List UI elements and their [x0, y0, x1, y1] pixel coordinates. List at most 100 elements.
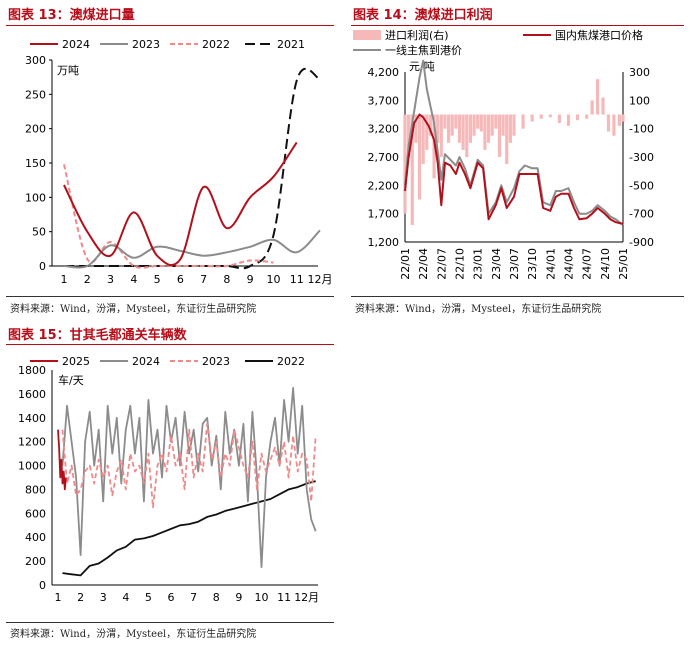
chart14-profit-bar — [472, 114, 476, 136]
chart13-x-tick-3: 3 — [107, 273, 114, 286]
chart14-legend-label-domestic: 国内焦煤港口价格 — [555, 28, 643, 42]
chart14-profit-bar — [450, 114, 454, 136]
chart14-profit-bar — [443, 114, 447, 129]
chart14-left-tick-1200: 1,200 — [368, 236, 400, 249]
chart13-series-2021 — [63, 67, 321, 270]
panel-chart14: 图表 14：澳煤进口利润 进口利润(右) 国内焦煤港口价格一线主焦到港价 1,200… — [345, 0, 690, 318]
chart14-profit-bar — [428, 114, 433, 136]
chart15-x-tick-12: 12月 — [294, 591, 319, 604]
chart14-series-国内焦煤港口价格 — [404, 113, 624, 225]
chart15-y-tick-400: 400 — [25, 531, 46, 544]
chart15-x-tick-9: 9 — [235, 591, 242, 604]
chart13-series-2024 — [63, 141, 298, 267]
chart14-profit-bar — [461, 114, 465, 150]
chart14-profit-bar — [476, 114, 480, 129]
chart14-right-tick--500: -500 — [629, 179, 654, 192]
chart13-series-2022 — [63, 164, 274, 269]
chart14-profit-bar — [617, 114, 621, 126]
chart15-series-2022 — [62, 480, 316, 577]
chart13-y-tick-150: 150 — [25, 157, 46, 170]
chart14-x-tick-8: 24/01 — [544, 248, 557, 280]
chart15-x-tick-2: 2 — [77, 591, 84, 604]
chart14-right-tick--300: -300 — [629, 151, 654, 164]
chart14-profit-bar — [612, 114, 616, 136]
chart14-left-tick-3700: 3,700 — [368, 94, 400, 107]
chart14-profit-bar — [439, 114, 443, 157]
chart14-profit-bar — [606, 114, 611, 132]
chart14-profit-bar — [468, 114, 472, 143]
chart14-x-tick-7: 23/10 — [526, 248, 539, 280]
chart14-profit-bar — [417, 114, 422, 200]
chart14-title: 图表 14：澳煤进口利润 — [353, 8, 493, 23]
chart14-profit-bar — [590, 100, 594, 115]
chart14-profit-bar — [497, 114, 502, 157]
chart13-y-tick-100: 100 — [25, 191, 46, 204]
chart14-x-tick-2: 22/07 — [435, 248, 448, 280]
chart14-profit-bar — [621, 114, 625, 122]
chart15-y-tick-1400: 1400 — [18, 412, 46, 425]
chart14-profit-bar — [530, 114, 534, 122]
chart13-x-tick-9: 9 — [247, 273, 254, 286]
chart14-legend-label-profit: 进口利润(右) — [385, 28, 449, 42]
chart15-series-2024 — [61, 387, 317, 568]
chart14-left-tick-4200: 4,200 — [368, 66, 400, 79]
chart15-x-tick-1: 1 — [55, 591, 62, 604]
chart15-x-tick-8: 8 — [213, 591, 220, 604]
chart13-y-tick-200: 200 — [25, 123, 46, 136]
chart15-y-tick-600: 600 — [25, 507, 46, 520]
chart14-profit-bar — [595, 79, 600, 115]
chart15-y-tick-1000: 1000 — [18, 460, 46, 473]
chart13-y-tick-0: 0 — [39, 260, 46, 273]
chart14-right-tick--100: -100 — [629, 123, 654, 136]
chart15-x-tick-6: 6 — [168, 591, 175, 604]
chart15-x-tick-5: 5 — [145, 591, 152, 604]
chart15-x-tick-7: 7 — [190, 591, 197, 604]
chart14-profit-bar — [601, 97, 605, 115]
chart14-profit-bar — [505, 114, 509, 165]
chart13-legend-label-2022: 2022 — [202, 38, 230, 51]
chart15-legend-label-2023: 2023 — [202, 355, 230, 368]
chart14-x-tick-0: 22/01 — [399, 248, 412, 280]
chart15-svg: 2025 2024 2023 2022 0 200 400 600 800 1000 1200 140… — [18, 355, 319, 604]
chart13-y-tick-50: 50 — [32, 226, 46, 239]
chart13-x-tick-10: 10 — [266, 273, 280, 286]
chart15-series-2025 — [57, 429, 67, 491]
chart14-x-tick-6: 23/07 — [508, 248, 521, 280]
chart15-legend-label-2024: 2024 — [132, 355, 160, 368]
chart14-left-tick-2200: 2,200 — [368, 179, 400, 192]
chart13-x-tick-7: 7 — [200, 273, 207, 286]
chart13-x-tick-5: 5 — [154, 273, 161, 286]
chart14-profit-bar — [557, 114, 562, 123]
chart15-series-2023 — [61, 422, 317, 509]
chart13-source: 资料来源：Wind，汾渭，Mysteel，东证衍生品研究院 — [10, 304, 257, 315]
chart14-profit-bar — [414, 114, 418, 143]
chart14-profit-bar — [512, 114, 516, 136]
chart13-x-tick-6: 6 — [177, 273, 184, 286]
chart14-profit-bar — [585, 114, 589, 119]
chart14-legend-label-import: 一线主焦到港价 — [385, 43, 462, 57]
chart14-profit-bar — [421, 114, 425, 165]
chart14-profit-bar — [479, 114, 483, 132]
chart14-x-tick-4: 23/01 — [472, 248, 485, 280]
chart14-x-tick-12: 25/01 — [617, 248, 630, 280]
chart15-y-tick-1200: 1200 — [18, 436, 46, 449]
chart14-profit-bar — [501, 114, 505, 136]
chart14-profit-bar — [494, 114, 498, 129]
chart14-profit-bar — [403, 114, 407, 214]
chart13-unit-label: 万吨 — [57, 64, 79, 77]
chart15-y-tick-1800: 1800 — [18, 364, 46, 377]
chart14-left-tick-3200: 3,200 — [368, 123, 400, 136]
chart14-legend-swatch-profit — [353, 30, 381, 40]
chart13-svg: 2024 2023 2022 2021 0 50 100 150 200 250 300 万吨 1 2 3 4… — [25, 38, 333, 286]
chart14-profit-bar — [548, 114, 552, 118]
chart15-source-rule — [6, 622, 334, 623]
chart13-x-tick-2: 2 — [84, 273, 91, 286]
chart14-profit-bar — [454, 114, 458, 129]
chart14-profit-bar — [457, 114, 462, 143]
chart14-right-tick--700: -700 — [629, 208, 654, 221]
chart14-right-tick-300: 300 — [629, 66, 650, 79]
chart15-legend-label-2022: 2022 — [277, 355, 305, 368]
chart15-unit-label: 车/天 — [58, 373, 84, 387]
chart13-x-tick-4: 4 — [130, 273, 137, 286]
